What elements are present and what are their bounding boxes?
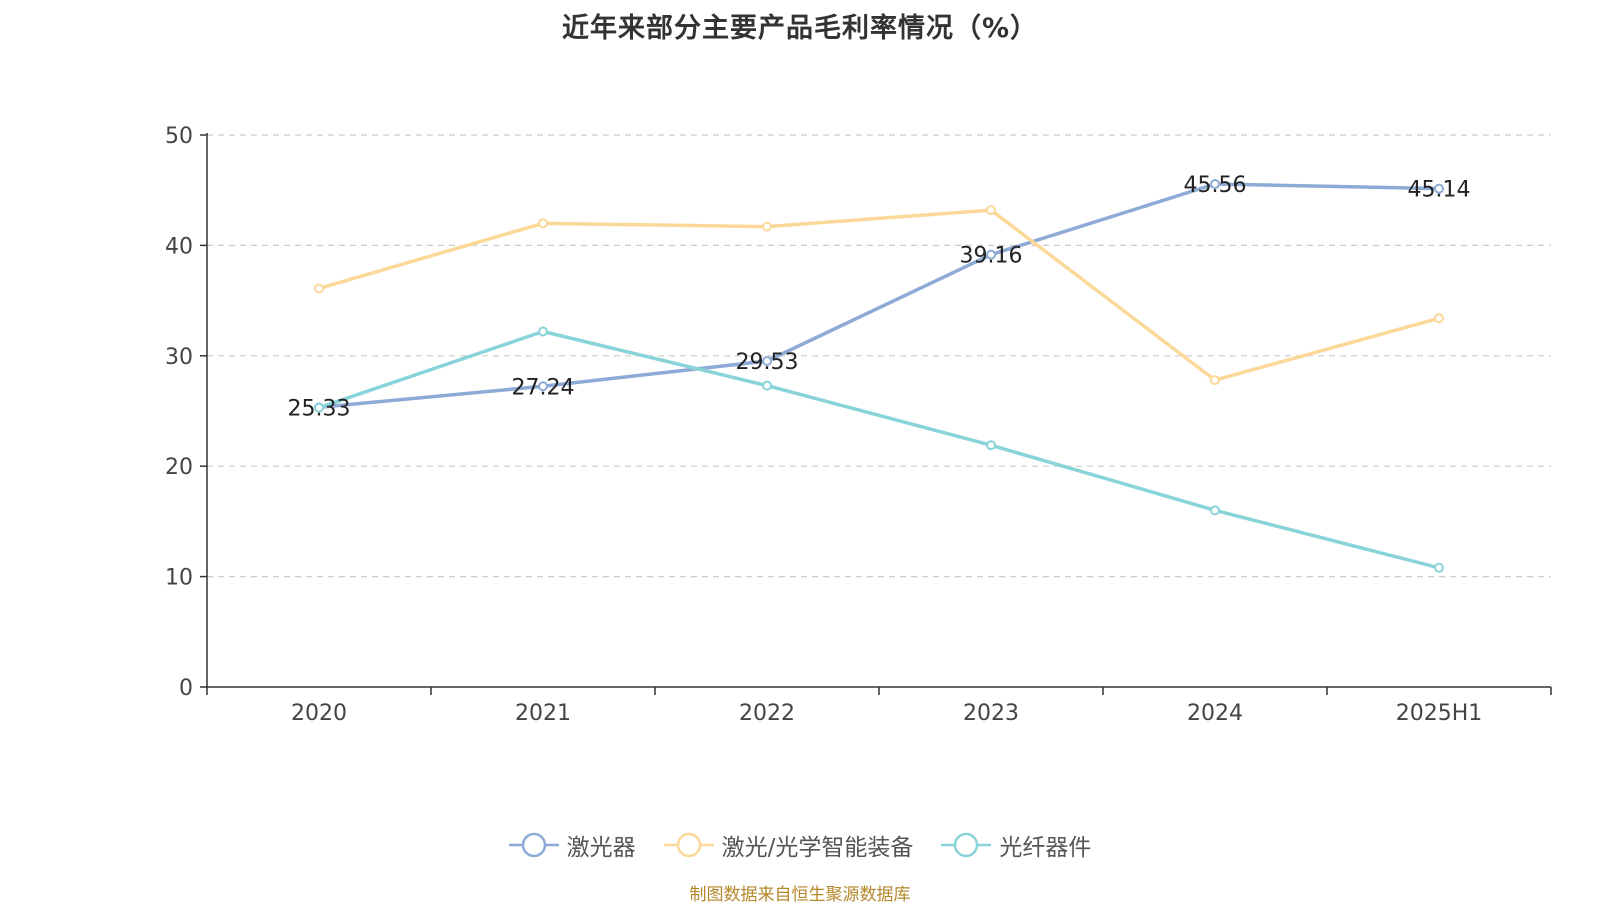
data-point [538, 326, 548, 337]
data-point [762, 355, 772, 366]
data-label: 45.56 [1184, 173, 1247, 198]
y-tick-label: 40 [165, 234, 193, 259]
data-point [762, 221, 772, 232]
x-tick-label: 2020 [291, 701, 347, 726]
y-tick-label: 50 [165, 124, 193, 149]
data-point [762, 380, 772, 391]
data-point [1210, 375, 1220, 386]
legend-label: 激光/光学智能装备 [721, 835, 914, 861]
legend-marker-icon [508, 832, 559, 858]
y-tick-label: 0 [179, 676, 193, 701]
data-point [1210, 179, 1220, 190]
y-tick-label: 20 [165, 455, 193, 480]
data-label: 27.24 [512, 375, 575, 400]
data-point [314, 283, 324, 294]
data-point [986, 205, 996, 216]
data-point [1434, 183, 1444, 194]
x-tick-label: 2022 [739, 701, 795, 726]
data-label: 25.33 [288, 396, 351, 421]
legend-label: 激光器 [566, 835, 636, 861]
legend-label: 光纤器件 [999, 835, 1092, 861]
y-tick-label: 10 [165, 566, 193, 591]
legend-marker-icon [941, 832, 992, 858]
series-line-2 [318, 329, 1440, 570]
source-note: 制图数据来自恒生聚源数据库 [689, 885, 911, 905]
x-tick-label: 2025H1 [1396, 701, 1483, 726]
x-tick-label: 2024 [1187, 701, 1243, 726]
data-point [1434, 562, 1444, 573]
chart-title: 近年来部分主要产品毛利率情况（%） [561, 13, 1039, 44]
legend-item[interactable]: 激光/光学智能装备 [663, 828, 914, 862]
data-point [538, 381, 548, 392]
legend-item[interactable]: 光纤器件 [941, 828, 1091, 862]
data-label: 29.53 [736, 350, 799, 375]
series-line-1 [318, 208, 1440, 382]
x-tick-label: 2021 [515, 701, 571, 726]
data-point [314, 402, 324, 413]
data-point [1434, 313, 1444, 324]
data-label: 45.14 [1408, 178, 1471, 203]
x-tick-label: 2023 [963, 701, 1019, 726]
data-point [986, 440, 996, 451]
data-label: 39.16 [960, 244, 1023, 269]
legend-marker-icon [663, 832, 714, 858]
data-point [1210, 505, 1220, 516]
data-point [538, 218, 548, 229]
data-point [986, 249, 996, 260]
y-tick-label: 30 [165, 345, 193, 370]
chart-legend: 激光器 激光/光学智能装备 光纤器件 [0, 828, 1600, 862]
legend-item[interactable]: 激光器 [508, 828, 636, 862]
series-line-0 [318, 182, 1440, 410]
